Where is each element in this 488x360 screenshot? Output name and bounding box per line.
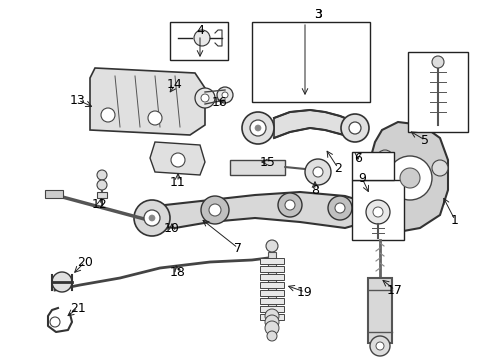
Text: 5: 5 [420,134,428,147]
Circle shape [242,112,273,144]
Bar [260,306,284,312]
Circle shape [305,159,330,185]
Text: 15: 15 [260,156,275,168]
Text: 11: 11 [170,175,185,189]
Circle shape [264,321,279,335]
Circle shape [372,207,382,217]
Polygon shape [273,110,354,138]
Bar [260,314,284,320]
Bar [97,192,107,198]
Text: 9: 9 [357,171,365,184]
Circle shape [195,88,215,108]
Bar [260,282,284,288]
Bar [260,266,284,272]
Circle shape [266,331,276,341]
Bar [45,190,63,198]
Bar [367,278,391,343]
Bar [260,274,284,280]
Text: 14: 14 [167,78,183,91]
Text: 6: 6 [353,152,361,165]
Bar [251,22,369,102]
Circle shape [264,315,279,329]
Bar [260,298,284,304]
Bar [170,22,227,60]
Circle shape [208,204,221,216]
Circle shape [249,120,265,136]
Text: 3: 3 [313,9,321,22]
Text: 2: 2 [333,162,341,175]
Bar [229,160,285,175]
Circle shape [278,193,302,217]
Text: 20: 20 [77,256,93,269]
Circle shape [217,87,232,103]
Polygon shape [148,192,379,228]
Circle shape [148,111,162,125]
Text: 17: 17 [386,284,402,297]
Circle shape [365,200,389,224]
Text: 16: 16 [212,95,227,108]
Bar [260,258,284,264]
Text: 3: 3 [313,9,321,22]
Circle shape [264,309,279,323]
Circle shape [376,150,392,166]
Text: 4: 4 [196,23,203,36]
Circle shape [334,203,345,213]
Circle shape [431,56,443,68]
Text: 8: 8 [310,184,318,197]
Circle shape [369,336,389,356]
Text: 19: 19 [297,285,312,298]
Circle shape [285,200,294,210]
Circle shape [340,114,368,142]
Circle shape [375,342,383,350]
Text: 10: 10 [164,221,180,234]
Circle shape [399,168,419,188]
Circle shape [50,317,60,327]
Circle shape [97,180,107,190]
Bar [407,52,467,132]
Circle shape [222,92,227,98]
Bar [351,180,403,240]
Circle shape [101,108,115,122]
Bar [267,252,275,330]
Circle shape [201,196,228,224]
Text: 18: 18 [170,266,185,279]
Circle shape [143,210,160,226]
Text: 1: 1 [450,213,458,226]
Circle shape [327,196,351,220]
Bar [260,290,284,296]
Circle shape [254,125,261,131]
Circle shape [97,170,107,180]
Circle shape [194,30,209,46]
Circle shape [171,153,184,167]
Polygon shape [90,68,204,135]
Circle shape [348,122,360,134]
Circle shape [387,156,431,200]
Text: 7: 7 [234,242,242,255]
Circle shape [134,200,170,236]
Circle shape [431,160,447,176]
Circle shape [265,240,278,252]
Circle shape [312,167,323,177]
Text: 12: 12 [92,198,108,211]
Text: 21: 21 [70,302,86,315]
Polygon shape [150,142,204,175]
Polygon shape [367,122,447,232]
Text: 13: 13 [70,94,86,107]
Bar [351,152,393,180]
Circle shape [149,215,155,221]
Circle shape [201,94,208,102]
Circle shape [52,272,72,292]
